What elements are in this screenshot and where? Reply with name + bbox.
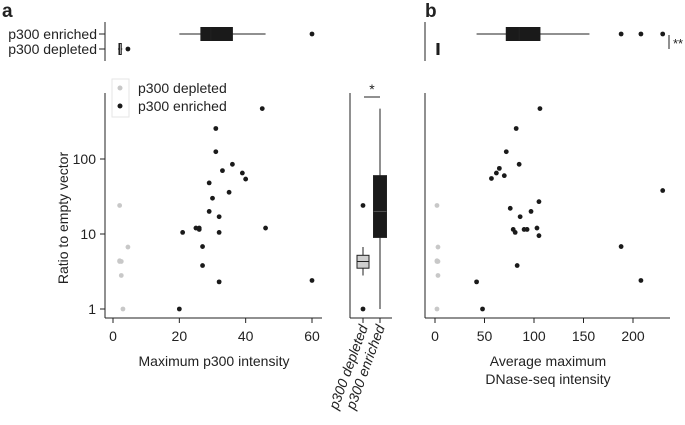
panel-b-x-tick-label: 50 [477,328,493,344]
point-depleted [435,273,441,278]
point-depleted [117,203,123,208]
panel-a-y-tick-label: 100 [73,151,97,167]
point-enriched [206,180,212,186]
point-enriched [259,106,265,111]
point-depleted [118,273,124,278]
panel-b-marginal-enriched-box [505,27,541,41]
point-enriched [200,244,205,249]
panel-b-x-axis-title-line2: DNase-seq intensity [485,371,610,387]
point-depleted [434,203,440,208]
panel-b-marginal-boxplot: ** [424,22,683,61]
point-enriched [176,306,182,312]
point-enriched [501,173,507,179]
group-boxplot-depleted-outlier [360,306,366,312]
significance-marker: * [369,81,375,97]
point-enriched [213,149,219,155]
group-boxplot-enriched-box [373,175,387,238]
point-enriched [496,165,502,171]
point-enriched [480,306,485,312]
point-enriched [216,214,222,220]
point-enriched [180,230,186,235]
panel-b-x-axis-title-line1: Average maximum [490,353,606,369]
legend-key-frame [111,78,130,118]
panel-b-marginal-enriched-outlier [618,31,624,37]
point-enriched [216,230,222,235]
panel-a-marginal-label-enriched: p300 enriched [8,26,97,42]
group-boxplot: * p300 depleted p300 enriched [325,81,392,412]
panel-b-x-tick-label: 200 [621,328,645,344]
point-enriched [239,170,245,176]
point-enriched [263,225,268,231]
panel-b-marginal-enriched-outlier [660,31,666,37]
point-depleted [117,259,123,264]
point-depleted [434,259,440,264]
legend-label-depleted: p300 depleted [138,80,227,96]
point-enriched [528,209,534,214]
point-enriched [503,149,509,155]
point-enriched [512,230,518,235]
panel-label-b: b [425,1,437,22]
point-enriched [200,263,205,268]
panel-b-scatter: Average maximum DNase-seq intensity 0 50 1… [424,93,670,387]
point-enriched [537,106,543,111]
legend-label-enriched: p300 enriched [138,98,227,114]
point-enriched [536,199,542,205]
point-depleted [120,306,126,312]
panel-a-x-tick-label: 40 [238,328,254,344]
legend-marker-enriched [117,103,123,109]
panel-a-marginal-enriched-box [200,27,233,41]
panel-a-marginal-enriched-outlier [309,31,315,37]
point-enriched [513,126,519,131]
point-enriched [230,161,235,167]
point-enriched [660,188,666,193]
point-enriched [226,189,232,195]
point-enriched [196,227,202,232]
panel-a-marginal-boxplot: p300 enriched p300 depleted [8,22,315,61]
panel-a-marginal-depleted-outlier [125,46,131,52]
panel-a-x-axis-title: Maximum p300 intensity [139,353,290,369]
point-enriched [489,176,494,181]
group-boxplot-depleted-outlier [360,203,366,208]
panel-b-x-tick-label: 150 [572,328,596,344]
point-enriched [516,161,522,167]
point-enriched [517,214,523,220]
point-enriched [243,176,249,182]
panel-a-scatter: Ratio to empty vector Maximum p300 inten… [55,78,322,369]
point-enriched [534,225,540,231]
point-enriched [210,195,215,201]
point-enriched [474,279,479,285]
point-depleted [435,244,441,250]
point-enriched [206,209,212,214]
panel-a-marginal-label-depleted: p300 depleted [8,41,97,57]
point-enriched [493,170,499,176]
panel-b-marginal-enriched-outlier [638,31,644,37]
panel-a-x-tick-label: 20 [172,328,188,344]
point-enriched [220,168,225,174]
legend: p300 depleted p300 enriched [111,78,227,118]
point-enriched [618,244,624,249]
panel-b-x-tick-label: 0 [431,328,439,344]
panel-a-y-tick-label: 10 [80,226,96,242]
point-enriched [514,263,520,268]
panel-a-x-tick-label: 0 [109,328,117,344]
point-enriched [213,126,219,131]
point-enriched [309,278,315,283]
panel-b-significance-marker: ** [673,36,683,51]
panel-a-x-tick-label: 60 [304,328,320,344]
legend-marker-depleted [117,85,123,91]
point-enriched [524,227,530,232]
panel-a-y-axis-title: Ratio to empty vector [55,152,71,285]
point-depleted [434,306,440,312]
point-depleted [125,244,131,250]
panel-b-x-tick-label: 100 [522,328,546,344]
point-enriched [216,279,222,285]
point-enriched [638,278,644,283]
panel-label-a: a [2,1,13,22]
panel-a-y-tick-label: 1 [88,301,96,317]
point-enriched [507,205,513,211]
point-enriched [536,233,542,239]
